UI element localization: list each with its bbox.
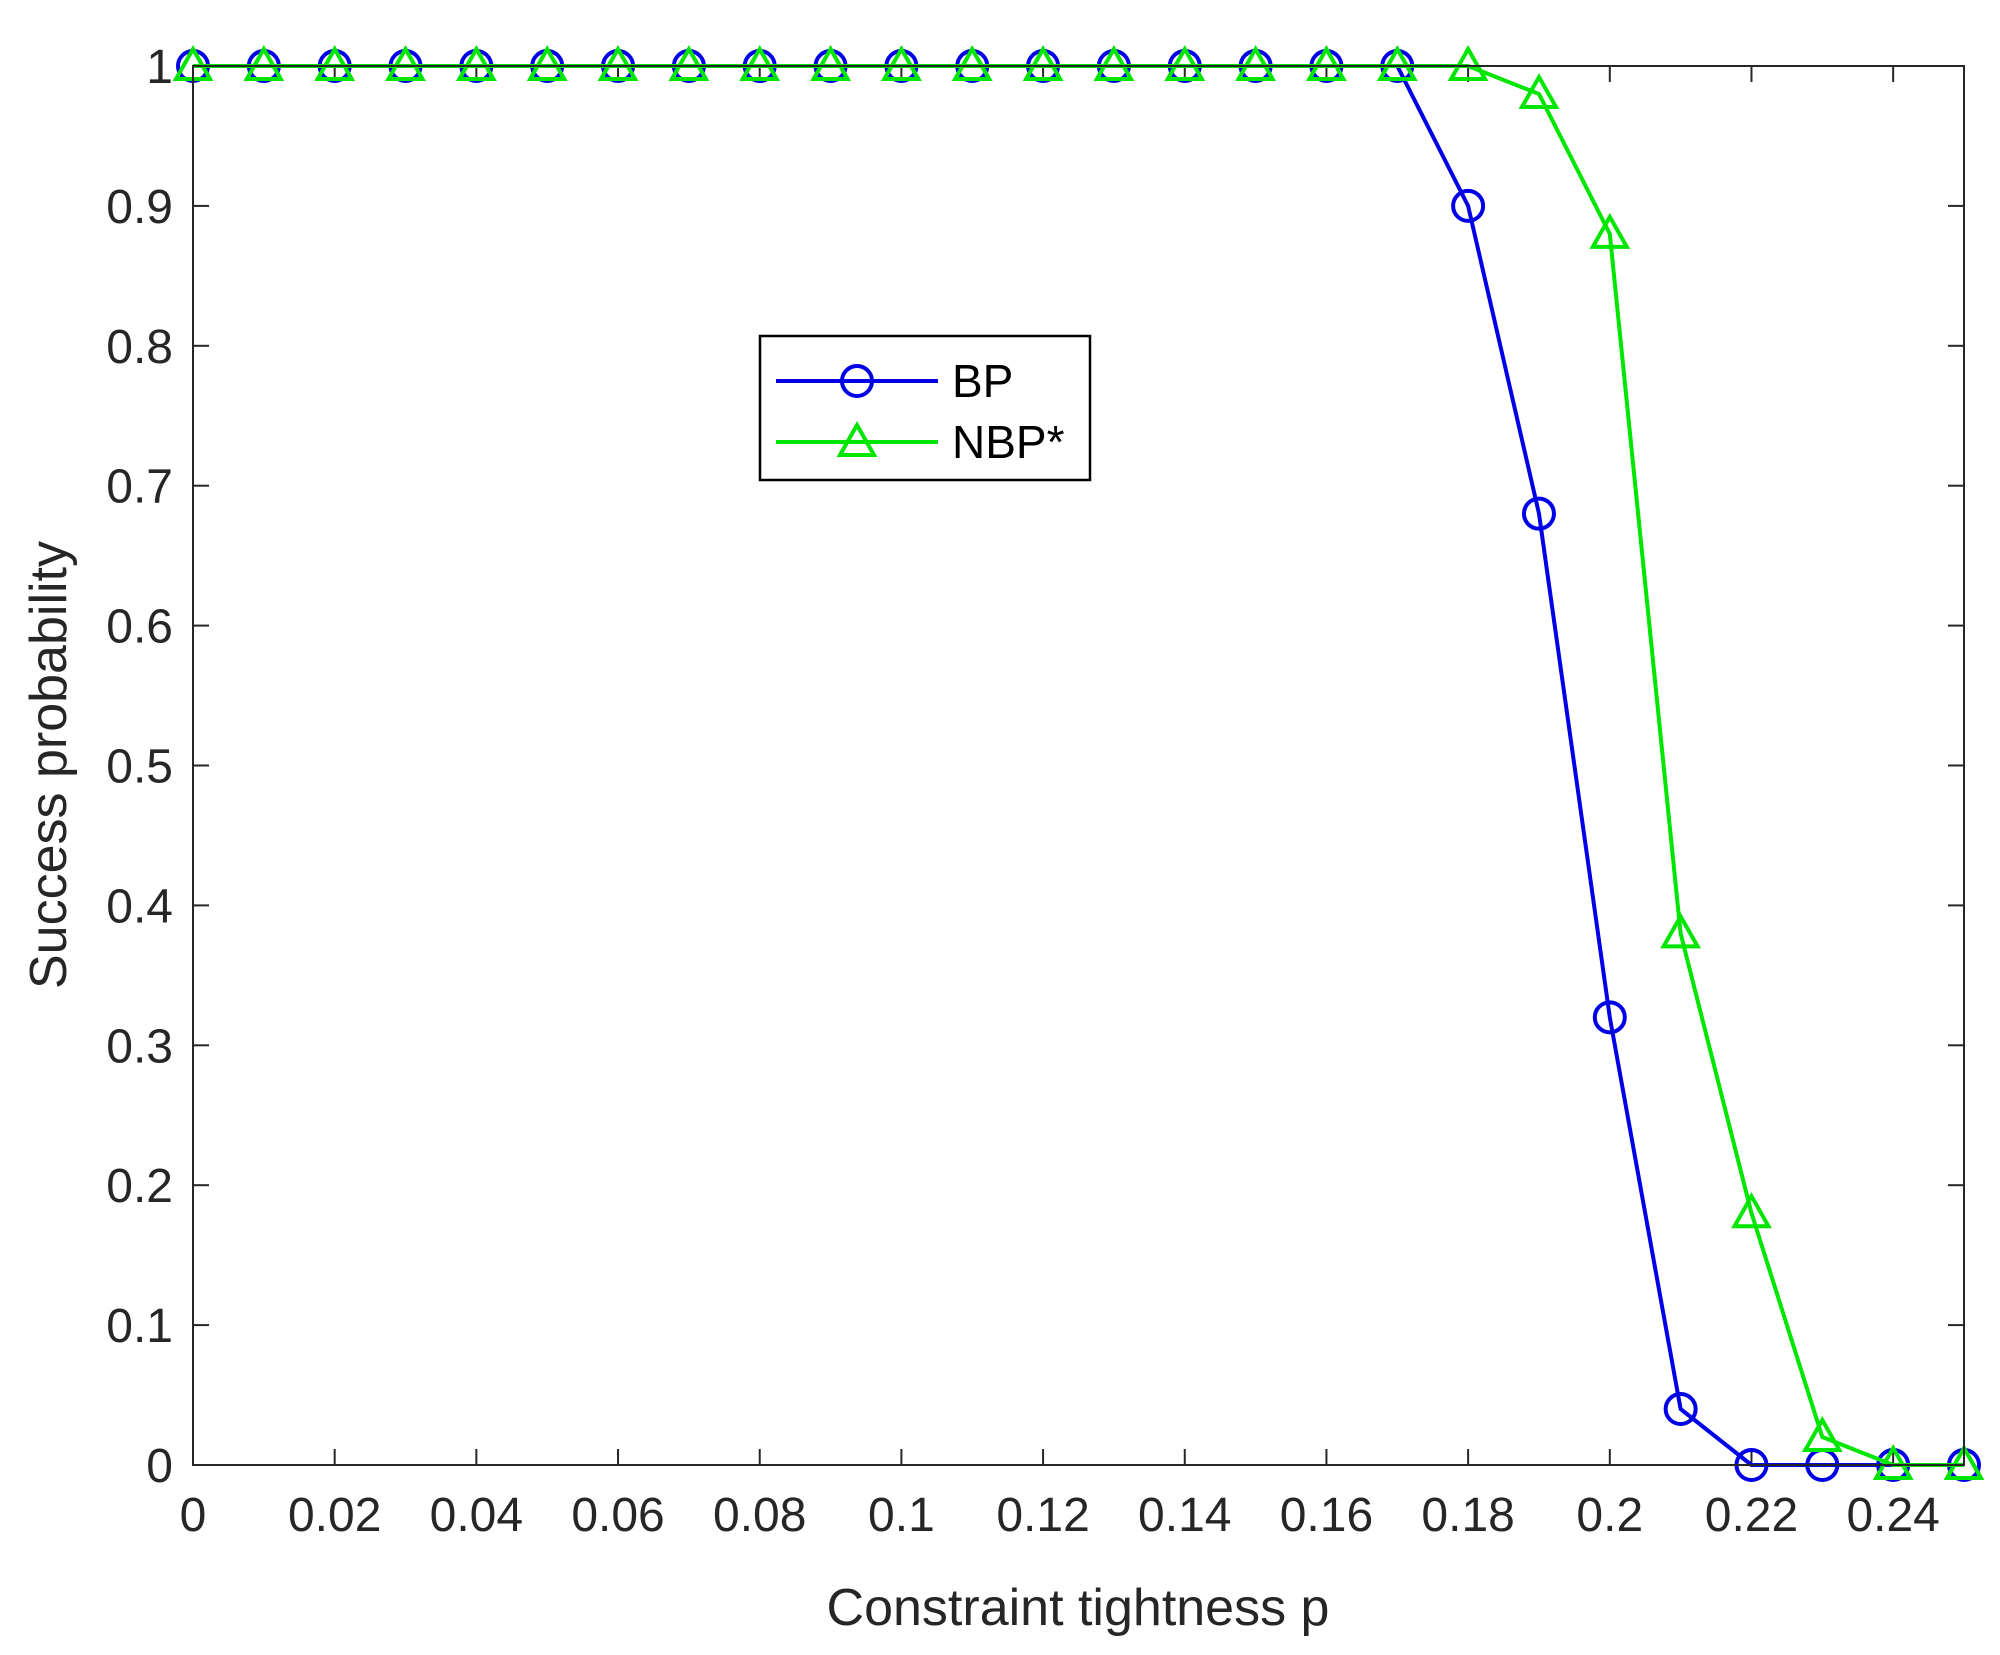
x-axis-title: Constraint tightness p <box>827 1579 1330 1637</box>
x-tick-label: 0.18 <box>1421 1489 1514 1542</box>
data-point-nbp <box>1801 1415 1843 1452</box>
data-point-nbp <box>1305 44 1347 81</box>
legend: BP NBP* <box>758 334 1092 482</box>
legend-marker-bp <box>840 364 874 398</box>
y-tick-label: 0.7 <box>106 461 173 514</box>
plot-area <box>193 66 1964 1465</box>
y-tick-label: 0.5 <box>106 741 173 794</box>
y-tick-label: 0.6 <box>106 601 173 654</box>
y-tick-label: 0.2 <box>106 1160 173 1213</box>
data-point-nbp <box>1235 44 1277 81</box>
x-tick-label: 0.08 <box>713 1489 806 1542</box>
data-point-nbp <box>243 44 285 81</box>
data-point-nbp <box>455 44 497 81</box>
legend-label-nbp: NBP* <box>952 416 1065 468</box>
data-point-nbp <box>385 44 426 81</box>
x-tick-label: 0.22 <box>1705 1489 1798 1542</box>
x-tick-label: 0.24 <box>1846 1489 1939 1542</box>
x-tick-label: 0.16 <box>1280 1489 1373 1542</box>
y-tick-label: 0.9 <box>106 181 173 234</box>
y-tick-label: 0.3 <box>106 1020 173 1073</box>
x-tick-label: 0.06 <box>571 1489 664 1542</box>
data-point-bp <box>1592 1000 1627 1035</box>
x-tick-label: 0.02 <box>288 1489 381 1542</box>
y-tick-label: 0.8 <box>106 321 173 374</box>
data-point-nbp <box>1589 212 1631 249</box>
data-point-nbp <box>314 44 356 81</box>
data-point-nbp <box>1093 44 1135 81</box>
data-point-nbp <box>1022 44 1064 81</box>
data-point-nbp <box>1943 1443 1985 1480</box>
ticks-layer: 0 0.02 0.04 0.06 0.08 0.1 0.12 0.14 0.16 0.18 0.2 0… <box>106 41 1964 1542</box>
data-point-nbp <box>668 44 710 81</box>
y-tick-label: 0 <box>146 1440 173 1493</box>
y-tick-label: 0.4 <box>106 880 173 933</box>
x-tick-label: 0.14 <box>1138 1489 1231 1542</box>
x-tick-label: 0.12 <box>996 1489 1089 1542</box>
data-point-bp <box>1663 1392 1698 1427</box>
legend-box <box>758 334 1092 482</box>
data-point-nbp <box>951 44 993 81</box>
plot-frame <box>192 65 1965 1466</box>
legend-label-bp: BP <box>952 355 1013 407</box>
legend-marker-nbp <box>836 420 878 457</box>
x-tick-label: 0.2 <box>1576 1489 1643 1542</box>
y-tick-label: 0.1 <box>106 1300 173 1353</box>
data-point-nbp <box>1164 44 1206 81</box>
data-point-nbp <box>810 44 852 81</box>
data-point-nbp <box>1447 44 1489 81</box>
x-tick-label: 0 <box>180 1489 207 1542</box>
data-point-bp <box>1521 496 1556 531</box>
data-point-nbp <box>597 44 639 81</box>
data-point-nbp <box>1872 1443 1914 1480</box>
y-axis-title: Success probability <box>20 541 78 989</box>
data-point-nbp <box>1376 44 1418 81</box>
data-point-nbp <box>1660 912 1702 949</box>
data-point-nbp <box>1731 1192 1772 1229</box>
y-tick-label: 1 <box>146 41 173 94</box>
data-point-bp <box>1451 188 1486 223</box>
x-tick-label: 0.04 <box>430 1489 523 1542</box>
data-point-nbp <box>880 44 922 81</box>
data-point-nbp <box>1518 72 1560 109</box>
data-point-nbp <box>739 44 781 81</box>
data-point-nbp <box>526 44 568 81</box>
x-tick-label: 0.1 <box>868 1489 935 1542</box>
